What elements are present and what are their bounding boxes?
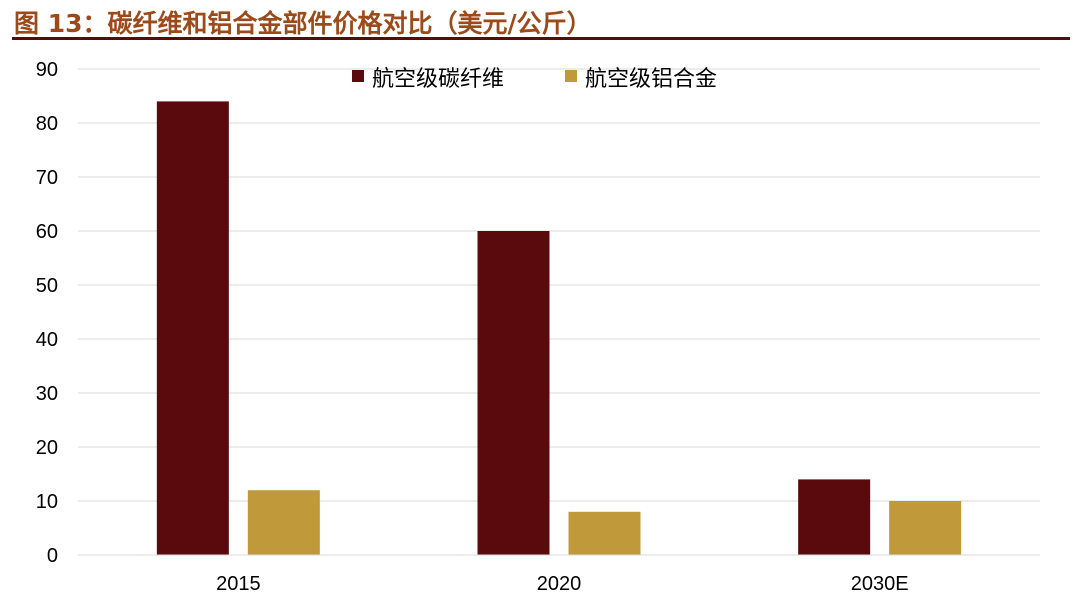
bar-aluminum-alloy	[247, 490, 320, 555]
y-tick-label: 0	[47, 545, 58, 567]
y-tick-label: 10	[36, 491, 58, 513]
legend-label: 航空级铝合金	[585, 66, 717, 91]
bar-aluminum-alloy	[889, 501, 962, 555]
figure-title: 图 13：碳纤维和铝合金部件价格对比（美元/公斤）	[14, 9, 592, 38]
legend-swatch	[352, 70, 364, 82]
legend-label: 航空级碳纤维	[372, 66, 504, 91]
bar-carbon-fiber	[798, 479, 871, 555]
y-tick-label: 30	[36, 383, 58, 405]
x-tick-label: 2015	[216, 573, 261, 595]
y-tick-label: 50	[36, 275, 58, 297]
title-rule	[12, 37, 1070, 40]
y-tick-label: 90	[36, 59, 58, 81]
y-tick-label: 60	[36, 221, 58, 243]
y-tick-label: 20	[36, 437, 58, 459]
bar-aluminum-alloy	[568, 511, 641, 555]
bar-carbon-fiber	[156, 101, 229, 556]
bar-carbon-fiber	[477, 231, 550, 555]
y-tick-label: 80	[36, 113, 58, 135]
y-tick-label: 40	[36, 329, 58, 351]
x-tick-label: 2020	[537, 573, 582, 595]
x-tick-label: 2030E	[851, 573, 909, 595]
legend-swatch	[565, 70, 577, 82]
y-tick-label: 70	[36, 167, 58, 189]
